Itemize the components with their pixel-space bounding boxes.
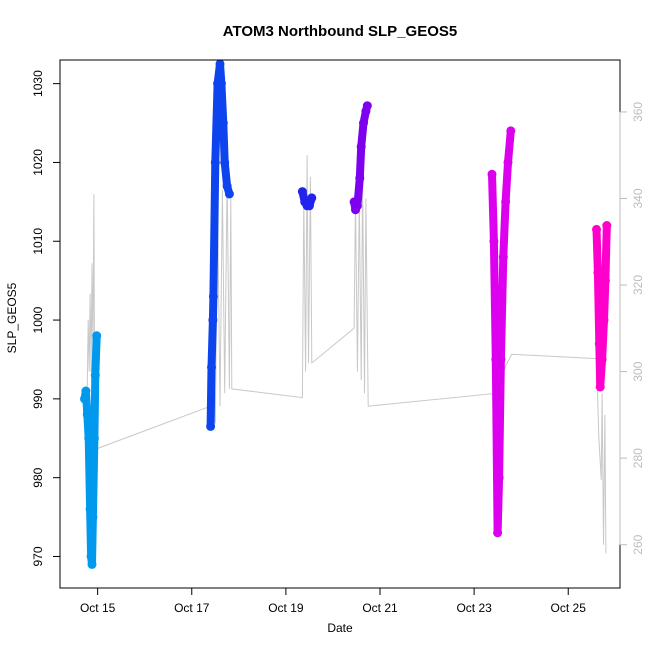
data-point — [501, 197, 511, 207]
plot-frame — [59, 59, 621, 589]
data-point — [494, 473, 504, 483]
x-tick-label: Oct 17 — [174, 601, 210, 615]
y2-tick-label: 360 — [631, 102, 645, 122]
x-tick-label: Oct 21 — [362, 601, 398, 615]
data-point — [222, 181, 232, 191]
x-axis: Oct 15 Oct 17 Oct 19 Oct 21 Oct 23 Oct 25 — [80, 587, 587, 615]
data-point — [496, 355, 506, 364]
data-point — [207, 362, 216, 372]
data-point — [356, 142, 366, 152]
data-point — [85, 504, 95, 514]
data-point — [215, 59, 225, 69]
y-axis: 970 980 990 1000 1010 1020 1030 — [31, 70, 61, 567]
y2-tick-label: 260 — [631, 534, 645, 554]
y-tick-label: 970 — [31, 546, 45, 566]
data-point — [594, 339, 604, 349]
data-point — [86, 552, 96, 561]
series-segment-4 — [349, 101, 372, 215]
secondary-series — [85, 155, 607, 554]
x-tick-label: Oct 23 — [456, 601, 492, 615]
data-point — [297, 187, 307, 197]
data-point — [597, 355, 607, 364]
data-point — [600, 276, 610, 286]
series-segment-3 — [297, 187, 317, 211]
data-point — [88, 512, 98, 522]
series-segment-2 — [206, 59, 234, 431]
data-point — [90, 370, 100, 380]
data-point — [304, 201, 314, 211]
data-point — [506, 126, 516, 136]
y-tick-label: 1020 — [31, 149, 45, 176]
y-tick-label: 1030 — [31, 70, 45, 97]
data-point — [599, 315, 609, 325]
data-point — [355, 173, 365, 183]
y-tick-label: 1010 — [31, 228, 45, 255]
x-axis-label: Date — [327, 621, 353, 635]
data-point — [592, 224, 601, 234]
data-point — [498, 252, 508, 262]
primary-series — [80, 59, 612, 569]
y-axis-right: 260 280 300 320 340 360 — [619, 102, 645, 555]
data-point — [307, 193, 317, 203]
data-point — [362, 101, 372, 111]
y2-tick-label: 280 — [631, 448, 645, 468]
x-tick-label: Oct 25 — [551, 601, 587, 615]
data-point — [595, 382, 605, 392]
y2-tick-label: 340 — [631, 188, 645, 208]
y2-tick-label: 320 — [631, 275, 645, 295]
series-segment-1 — [80, 331, 102, 569]
y-tick-label: 1000 — [31, 306, 45, 333]
data-point — [92, 331, 102, 341]
series-line — [592, 221, 611, 391]
data-point — [210, 157, 220, 167]
y-tick-label: 990 — [31, 389, 45, 409]
data-point — [224, 189, 234, 199]
data-point — [220, 157, 230, 167]
data-point — [593, 268, 603, 278]
series-segment-5 — [487, 126, 516, 538]
data-point — [80, 394, 89, 404]
data-point — [206, 421, 216, 431]
data-point — [208, 291, 218, 301]
data-point — [81, 386, 91, 396]
x-tick-label: Oct 15 — [80, 601, 116, 615]
data-point — [82, 410, 92, 420]
data-point — [218, 118, 228, 128]
data-point — [489, 236, 499, 246]
series-line — [488, 126, 515, 537]
data-point — [352, 201, 362, 211]
data-point — [208, 315, 218, 325]
data-point — [216, 79, 226, 89]
secondary-line — [85, 155, 607, 554]
data-point — [487, 169, 497, 179]
x-tick-label: Oct 19 — [268, 601, 304, 615]
data-point — [503, 157, 513, 167]
series-segment-6 — [592, 221, 612, 392]
data-point — [493, 528, 503, 538]
data-point — [89, 433, 99, 443]
data-point — [87, 559, 97, 569]
y-tick-label: 980 — [31, 467, 45, 487]
data-point — [602, 221, 612, 230]
chart-title: ATOM3 Northbound SLP_GEOS5 — [223, 23, 457, 40]
y2-tick-label: 300 — [631, 361, 645, 381]
data-point — [359, 118, 368, 128]
y-axis-label: SLP_GEOS5 — [5, 282, 19, 353]
